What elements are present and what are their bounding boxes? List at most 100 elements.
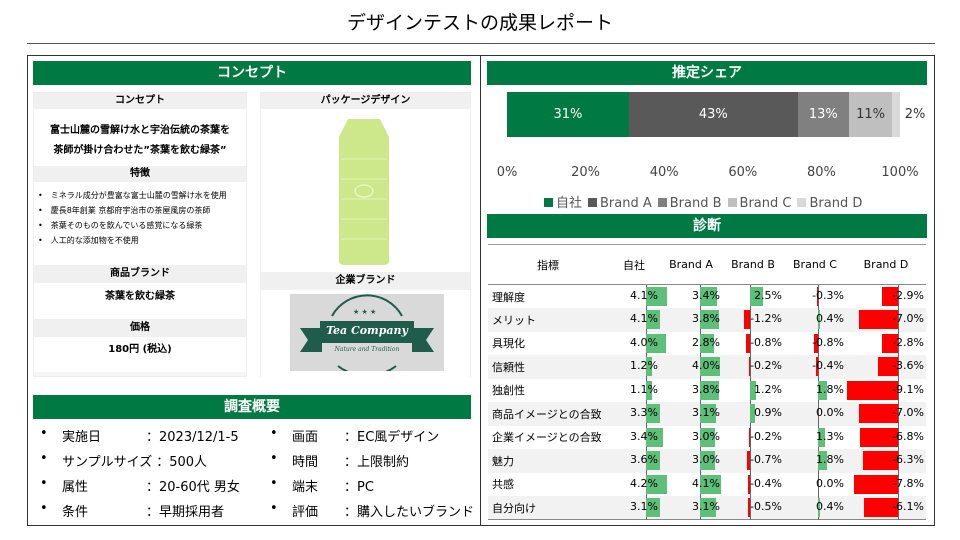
survey-value: ：2023/12/1-5	[146, 430, 239, 445]
value-label: 0.4%	[816, 312, 844, 326]
bar-axis	[818, 355, 819, 379]
data-bar	[646, 498, 662, 517]
product-brand-label: 商品ブランド	[34, 265, 246, 283]
value-label: 3.4%	[630, 429, 658, 443]
share-data-label: 2%	[904, 107, 926, 122]
value-cell: 3.8%	[660, 378, 722, 403]
metric-label: 企業イメージとの合致	[492, 431, 602, 445]
data-bar	[700, 427, 715, 447]
value-label: -6.1%	[892, 500, 924, 513]
bar-axis	[818, 402, 819, 426]
value-cell: -7.0%	[846, 402, 926, 426]
value-cell: -0.8%	[722, 331, 784, 356]
value-cell: -6.3%	[846, 449, 926, 473]
data-bar	[814, 333, 818, 353]
table-row: 具現化 4.0% 2.8% -0.8% -0.8% -2.8%	[488, 331, 926, 356]
value-cell: -0.4%	[722, 472, 784, 497]
survey-item: • 評価 ：購入したいブランド	[270, 501, 474, 521]
data-bar	[646, 404, 663, 424]
legend-swatch	[727, 198, 737, 207]
survey-item: • 時間 ：上限制約	[270, 451, 409, 471]
value-label: -0.4%	[812, 359, 844, 373]
bar-axis	[898, 331, 899, 356]
bar-axis	[898, 449, 899, 473]
value-cell: -7.0%	[846, 308, 926, 332]
concept-text: 富士山麓の雪解け水と宇治伝統の茶葉を 茶師が掛け合わせた”茶葉を飲む緑茶”	[34, 109, 246, 166]
column-header: Brand B	[722, 244, 784, 285]
data-bar	[881, 287, 898, 306]
value-label: 4.0%	[630, 335, 658, 349]
page-title: デザインテストの成果レポート	[346, 12, 613, 34]
value-label: -0.3%	[812, 289, 844, 302]
metric-label: 共感	[492, 478, 514, 492]
data-bar	[700, 451, 715, 471]
x-tick-label: 60%	[728, 165, 758, 180]
share-data-label: 13%	[808, 107, 838, 122]
value-label: 2.5%	[754, 289, 782, 302]
value-label: 4.0%	[692, 359, 720, 373]
x-tick-label: 0%	[496, 165, 518, 180]
legend-item: Brand C	[722, 196, 791, 211]
bar-axis	[818, 285, 819, 309]
value-label: -7.0%	[892, 312, 924, 326]
value-cell: 0.0%	[784, 472, 846, 497]
data-bar	[700, 498, 716, 517]
value-cell: 4.2%	[608, 472, 667, 497]
value-cell: -2.8%	[846, 331, 926, 356]
concept-panel: コンセプト 富士山麓の雪解け水と宇治伝統の茶葉を 茶師が掛け合わせた”茶葉を飲む…	[33, 92, 247, 377]
data-bar	[646, 380, 652, 400]
value-label: 3.4%	[692, 289, 720, 302]
share-header: 推定シェア	[487, 61, 927, 85]
data-bar	[646, 427, 663, 447]
column-header: 自社	[608, 244, 660, 285]
column-header: Brand C	[784, 244, 846, 285]
data-bar	[862, 451, 898, 471]
concept-header: コンセプト	[33, 61, 471, 85]
bullet-icon: •	[40, 476, 48, 491]
corporate-brand-label: 企業ブランド	[261, 272, 470, 290]
data-bar	[816, 287, 818, 306]
value-label: -0.5%	[750, 500, 782, 513]
value-cell: 0.0%	[784, 402, 846, 426]
tea-company-logo: ★ ★ ★ Tea Company Nature and Tradition	[290, 294, 444, 371]
survey-value: ：EC風デザイン	[344, 430, 440, 445]
survey-item: • 実施日 ：2023/12/1-5	[40, 426, 239, 446]
concept-line-1: 富士山麓の雪解け水と宇治伝統の茶葉を	[50, 125, 230, 136]
column-divider	[480, 55, 481, 526]
value-cell: -0.7%	[722, 449, 784, 473]
data-bar	[750, 287, 763, 306]
x-tick-label: 20%	[571, 165, 601, 180]
value-cell: -6.8%	[846, 425, 926, 450]
x-tick-label: 80%	[806, 165, 836, 180]
price-label: 価格	[34, 319, 246, 337]
report-frame	[27, 55, 935, 526]
data-bar	[847, 380, 898, 400]
value-cell: -6.1%	[846, 496, 926, 520]
legend-label: Brand B	[669, 196, 722, 211]
data-bar	[646, 357, 652, 377]
value-label: -6.8%	[892, 429, 924, 443]
logo-area: ★ ★ ★ Tea Company Nature and Tradition	[261, 290, 470, 377]
share-bar-segment	[892, 92, 900, 137]
value-label: -0.8%	[812, 335, 844, 349]
value-cell: 4.1%	[608, 285, 667, 309]
legend-item: Brand D	[791, 196, 862, 211]
value-cell: -3.6%	[846, 355, 926, 379]
value-label: 3.1%	[630, 500, 658, 513]
concept-label: コンセプト	[34, 93, 246, 109]
value-label: 0.0%	[816, 476, 844, 490]
feature-item: ミネラル成分が豊富な富士山麓の雪解け水を使用	[38, 190, 246, 205]
share-bar-segment	[848, 92, 893, 137]
data-bar	[700, 380, 719, 400]
data-bar	[818, 451, 827, 471]
survey-item: • 属性 ：20-60代 男女	[40, 476, 240, 496]
table-row: 理解度 4.1% 3.4% 2.5% -0.3% -2.9%	[488, 285, 926, 309]
value-cell: 2.8%	[660, 331, 722, 356]
table-row: メリット 4.1% 3.8% -1.2% 0.4% -7.0%	[488, 308, 926, 332]
bar-axis	[898, 472, 899, 497]
data-bar	[816, 357, 818, 377]
table-row: 信頼性 1.2% 4.0% -0.2% -0.4% -3.6%	[488, 355, 926, 379]
diagnosis-table: 指標 自社 Brand A Brand B Brand C Brand D 理解度 4.1% 3…	[488, 244, 926, 520]
survey-key: 端末	[292, 480, 319, 495]
features-label: 特徴	[34, 166, 246, 182]
